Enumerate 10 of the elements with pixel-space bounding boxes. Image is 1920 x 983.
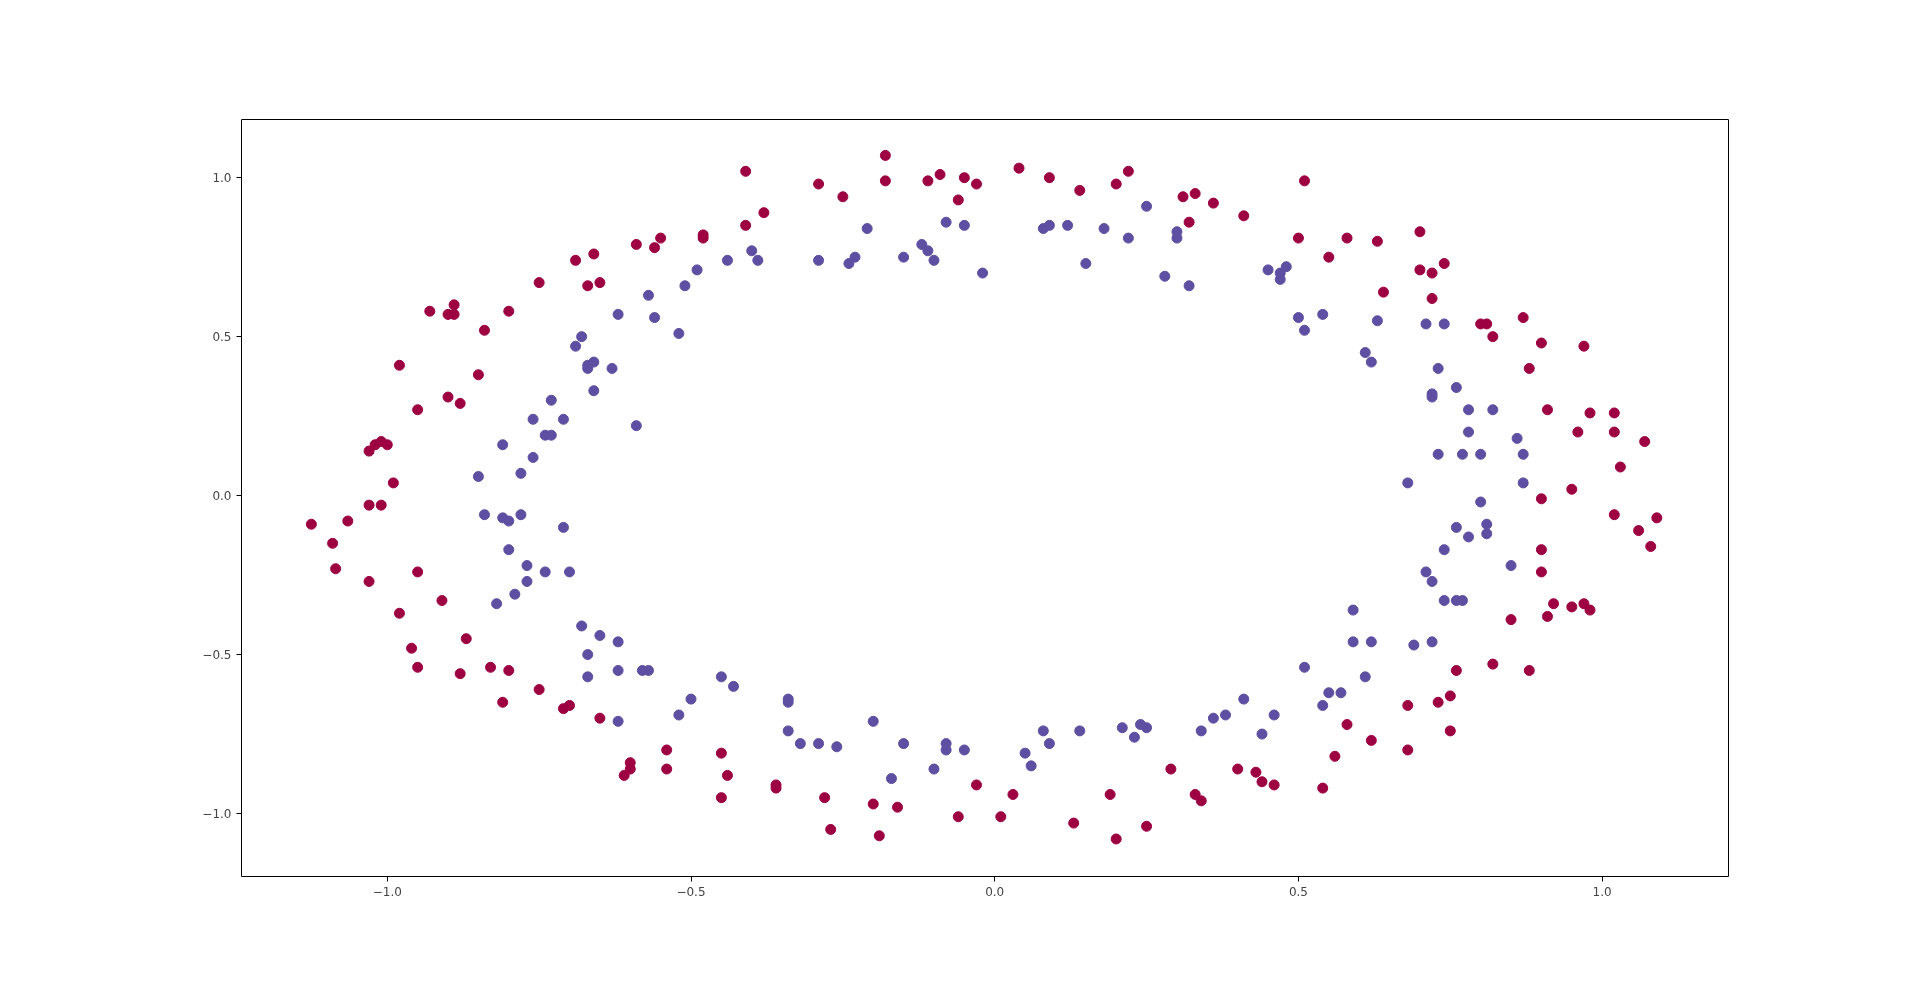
x-tick-label: 0.0 <box>985 884 1005 899</box>
y-tick-label: −1.0 <box>202 807 232 822</box>
y-tick-label: 0.0 <box>212 489 232 504</box>
x-tick-label: 0.5 <box>1288 884 1308 899</box>
y-tick-label: −0.5 <box>202 648 232 663</box>
y-tick-label: 0.5 <box>212 330 232 345</box>
x-tick-label: −1.0 <box>372 884 402 899</box>
x-tick-label: 1.0 <box>1592 884 1612 899</box>
x-tick-label: −0.5 <box>676 884 706 899</box>
y-tick-label: 1.0 <box>212 171 232 186</box>
